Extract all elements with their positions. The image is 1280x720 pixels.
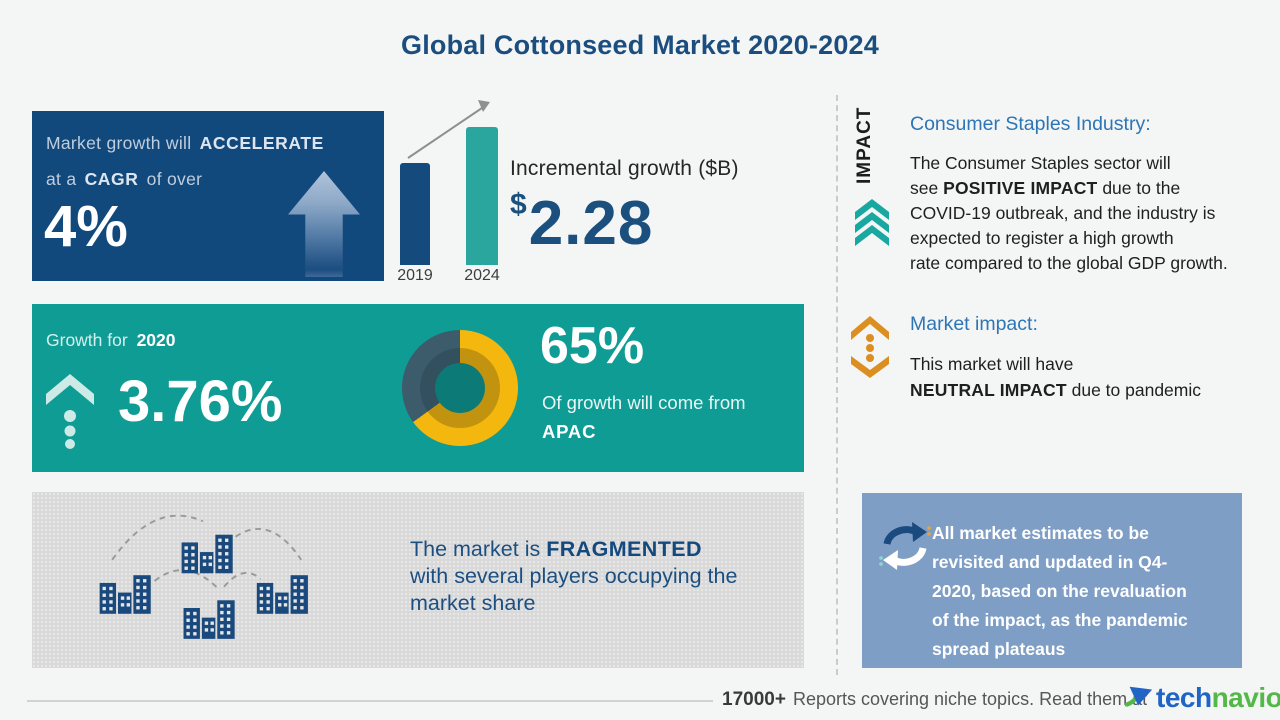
apac-share-text: Of growth will come from [542, 392, 746, 413]
market-impact-heading: Market impact: [910, 313, 1038, 335]
growth-2020-card: Growth for 2020 3.76% 65% Of growth will… [32, 304, 804, 472]
frag-line3: market share [410, 591, 536, 615]
consumer-l4: expected to register a high growth [910, 228, 1174, 248]
cagr-line2-bold: CAGR [84, 169, 139, 189]
chevron-up-down-dots-icon [851, 316, 889, 378]
triple-chevron-up-icon [855, 199, 889, 246]
brand-word-navio: navio [1211, 682, 1280, 713]
diagonal-arrow-icon [407, 100, 490, 159]
consumer-l3: COVID-19 outbreak, and the industry is [910, 203, 1216, 223]
frag-pre: The market is [410, 537, 541, 561]
cagr-line2: at a CAGR of over [46, 169, 202, 190]
estimates-line-2: revisited and updated in Q4- [932, 552, 1168, 572]
chevron-up-dots-icon [46, 374, 94, 449]
fragmentation-card: The market is FRAGMENTED with several pl… [32, 492, 804, 668]
consumer-l2a: see [910, 178, 939, 198]
footer-text: 17000+ Reports covering niche topics. Re… [722, 689, 1147, 711]
market-l1: This market will have [910, 354, 1074, 374]
incremental-growth-number: 2.28 [528, 189, 654, 258]
technavio-logo: technavio™ [1124, 680, 1280, 716]
cagr-line2-pre: at a [46, 169, 77, 189]
market-l2a: NEUTRAL IMPACT [910, 380, 1067, 400]
currency-symbol: $ [510, 188, 527, 221]
refresh-arrows-icon [879, 522, 931, 570]
growth-value: 3.76% [118, 369, 283, 434]
up-arrow-icon [288, 171, 360, 277]
consumer-l1: The Consumer Staples sector will [910, 153, 1171, 173]
incremental-growth-label: Incremental growth ($B) [510, 157, 739, 180]
apac-share-region: APAC [542, 421, 597, 442]
consumer-staples-heading: Consumer Staples Industry: [910, 113, 1151, 135]
frag-bold: FRAGMENTED [546, 537, 702, 561]
estimates-text: All market estimates to be revisited and… [932, 519, 1188, 664]
vertical-dashed-divider [836, 95, 838, 675]
market-impact-body: This market will have NEUTRAL IMPACT due… [910, 351, 1201, 403]
technavio-arrow-icon [1124, 686, 1153, 707]
consumer-l2b: POSITIVE IMPACT [943, 178, 1098, 198]
growth-label-year: 2020 [136, 330, 176, 350]
page-title: Global Cottonseed Market 2020-2024 [401, 30, 879, 60]
bar-2024 [466, 127, 498, 265]
consumer-l2c: due to the [1102, 178, 1181, 198]
apac-donut-chart [402, 330, 518, 446]
growth-label-text: Growth for [46, 330, 128, 350]
cagr-line2-post: of over [146, 169, 203, 189]
consumer-staples-body: The Consumer Staples sector will see POS… [910, 151, 1228, 276]
incremental-growth-value: $2.28 [510, 188, 653, 259]
cagr-line1: Market growth will ACCELERATE [46, 133, 327, 154]
bar-label-2024: 2024 [464, 267, 500, 284]
estimates-line-4: of the impact, as the pandemic [932, 610, 1188, 630]
cagr-line1-bold: ACCELERATE [199, 133, 324, 153]
buildings-cluster-icon [99, 514, 308, 639]
cagr-line1-text: Market growth will [46, 133, 192, 153]
bar-label-2019: 2019 [397, 267, 433, 284]
footer-tagline: Reports covering niche topics. Read them… [792, 689, 1148, 709]
footer-count: 17000+ [722, 689, 786, 710]
cagr-value: 4% [44, 194, 128, 259]
market-l2b: due to pandemic [1071, 380, 1202, 400]
fragmentation-text: The market is FRAGMENTED with several pl… [410, 536, 737, 617]
brand-word-tech: tech [1156, 682, 1212, 713]
consumer-l5: rate compared to the global GDP growth. [910, 253, 1228, 273]
impact-side-label: IMPACT [854, 106, 875, 184]
estimates-line-5: spread plateaus [932, 639, 1066, 659]
footer-divider-line [27, 700, 713, 702]
bar-2019 [400, 163, 430, 265]
estimates-line-3: 2020, based on the revaluation [932, 581, 1187, 601]
growth-label: Growth for 2020 [46, 330, 176, 351]
frag-line2: with several players occupying the [410, 564, 738, 588]
apac-share-value: 65% [540, 317, 645, 375]
estimates-line-1: All market estimates to be [932, 523, 1149, 543]
estimates-card: All market estimates to be revisited and… [862, 493, 1242, 668]
cagr-card: Market growth will ACCELERATE at a CAGR … [32, 111, 384, 281]
